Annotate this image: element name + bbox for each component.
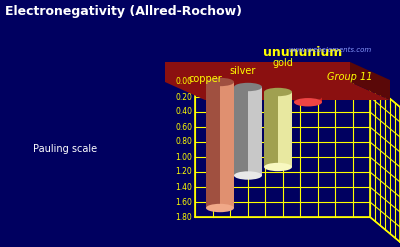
- Polygon shape: [165, 62, 350, 82]
- Text: www.webelements.com: www.webelements.com: [288, 47, 372, 53]
- Polygon shape: [264, 92, 278, 167]
- Polygon shape: [206, 82, 220, 208]
- Text: 0.60: 0.60: [175, 123, 192, 131]
- Polygon shape: [278, 92, 292, 167]
- Polygon shape: [294, 97, 308, 102]
- Ellipse shape: [206, 78, 234, 86]
- Text: 0.40: 0.40: [175, 107, 192, 117]
- Polygon shape: [220, 82, 234, 208]
- Text: 1.80: 1.80: [175, 212, 192, 222]
- Ellipse shape: [234, 83, 262, 91]
- Ellipse shape: [294, 93, 322, 101]
- Text: 1.60: 1.60: [175, 198, 192, 206]
- Text: silver: silver: [230, 66, 256, 76]
- Polygon shape: [165, 82, 390, 100]
- Polygon shape: [350, 62, 390, 100]
- Text: 0.20: 0.20: [175, 92, 192, 102]
- Text: Group 11: Group 11: [327, 72, 373, 82]
- Ellipse shape: [206, 204, 234, 212]
- Ellipse shape: [234, 171, 262, 180]
- Text: 0.80: 0.80: [175, 138, 192, 146]
- Ellipse shape: [294, 98, 322, 106]
- Ellipse shape: [264, 163, 292, 171]
- Text: 1.40: 1.40: [175, 183, 192, 191]
- Polygon shape: [308, 97, 322, 102]
- Text: unununium: unununium: [263, 46, 343, 59]
- Polygon shape: [248, 87, 262, 176]
- Text: 1.20: 1.20: [175, 167, 192, 177]
- Text: gold: gold: [272, 58, 294, 68]
- Text: 0.00: 0.00: [175, 78, 192, 86]
- Polygon shape: [234, 87, 248, 176]
- Text: 1.00: 1.00: [175, 152, 192, 162]
- Ellipse shape: [264, 88, 292, 96]
- Text: Pauling scale: Pauling scale: [33, 144, 97, 155]
- Text: copper: copper: [188, 74, 222, 84]
- Text: Electronegativity (Allred-Rochow): Electronegativity (Allred-Rochow): [5, 5, 242, 18]
